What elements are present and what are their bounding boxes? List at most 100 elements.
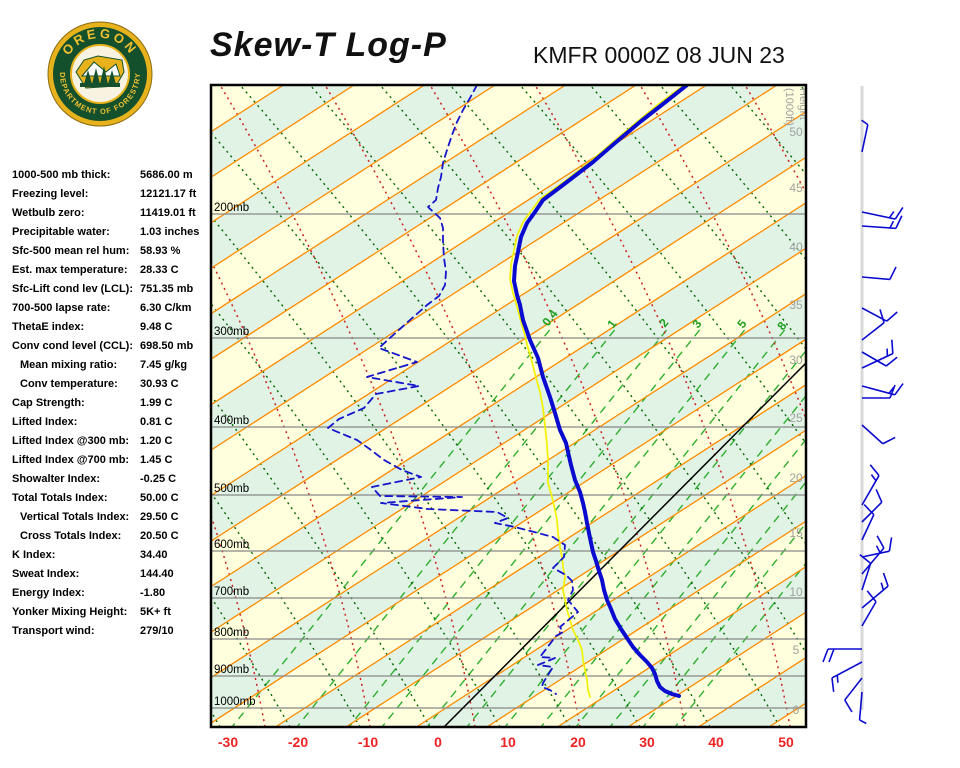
- index-label: Sfc-Lift cond lev (LCL):: [12, 283, 133, 295]
- index-value: -0.25 C: [140, 473, 177, 485]
- index-label: Energy Index:: [12, 587, 85, 599]
- isotherm-line: [211, 338, 806, 724]
- height-tick-label: 40: [789, 240, 803, 254]
- mixing-ratio-line: [575, 438, 806, 727]
- index-row: Conv cond level (CCL): 698.50 mb: [0, 337, 205, 356]
- index-label: Est. max temperature:: [12, 264, 128, 276]
- temp-tick-label: -10: [358, 734, 378, 750]
- index-value: 50.00 C: [140, 492, 179, 504]
- isotherm-line: [211, 201, 806, 588]
- index-value: 0.81 C: [140, 416, 173, 428]
- isotherm-line: [416, 474, 806, 727]
- indices-sidebar: 1000-500 mb thick: 5686.00 m Freezing le…: [0, 166, 205, 641]
- index-row: Cap Strength: 1.99 C: [0, 394, 205, 413]
- pressure-label: 800mb: [214, 627, 249, 639]
- index-label: Conv cond level (CCL):: [12, 340, 134, 352]
- wind-barb-icon: [831, 661, 863, 692]
- isotherm-line: [486, 520, 806, 727]
- trees-icon: [80, 66, 120, 87]
- mixing-ratio-line: [609, 480, 806, 727]
- index-label: Lifted Index @300 mb:: [12, 435, 130, 447]
- odf-logo: OREGON DEPARTMENT OF FORESTRY: [47, 21, 153, 127]
- height-tick-label: 50: [789, 125, 803, 139]
- index-row: K Index: 34.40: [0, 546, 205, 565]
- index-row: Wetbulb zero: 11419.01 ft: [0, 204, 205, 223]
- index-row: 700-500 lapse rate: 6.30 C/km: [0, 299, 205, 318]
- index-value: 28.33 C: [140, 264, 179, 276]
- wind-barbs: [822, 119, 904, 725]
- dry-adiabat: [955, 85, 960, 727]
- height-tick-label: 15: [789, 526, 803, 540]
- wind-barb-icon: [862, 384, 896, 399]
- index-row: Yonker Mixing Height: 5K+ ft: [0, 603, 205, 622]
- isotherm-line: [211, 85, 566, 315]
- index-label: Vertical Totals Index:: [20, 511, 130, 523]
- chart-border: [209, 83, 808, 729]
- moist-adiabat: [0, 85, 150, 727]
- isotherm-band: [211, 339, 806, 727]
- index-value: 1.03 inches: [140, 226, 200, 238]
- chart-plot-area: 0.4 1 2 3 5 8200mb300mb400mb500mb600mb700mb80…: [0, 85, 960, 727]
- dry-adiabat: [0, 85, 160, 727]
- index-value: 144.40: [140, 568, 174, 580]
- wind-barb-icon: [861, 206, 904, 220]
- isotherm-line: [275, 383, 806, 727]
- index-label: Freezing level:: [12, 188, 89, 200]
- mixing-ratio-line: [504, 349, 806, 727]
- index-label: Cross Totals Index:: [20, 530, 122, 542]
- mixing-ratio-line: [348, 329, 668, 727]
- wind-barb-icon: [861, 464, 880, 506]
- temp-tick-label: 10: [500, 734, 516, 750]
- isotherm-line: [211, 247, 806, 633]
- index-value: 5K+ ft: [140, 606, 171, 618]
- index-row: Lifted Index @300 mb: 1.20 C: [0, 432, 205, 451]
- index-label: Lifted Index @700 mb:: [12, 454, 130, 466]
- index-row: Est. max temperature: 28.33 C: [0, 261, 205, 280]
- wind-barb-icon: [861, 590, 877, 627]
- temp-tick-label: 0: [434, 734, 442, 750]
- index-label: Transport wind:: [12, 625, 95, 637]
- index-label: Sfc-500 mean rel hum:: [12, 245, 130, 257]
- wind-barb-icon: [858, 691, 867, 725]
- pressure-label: 1000mb: [214, 696, 256, 708]
- wind-barb-icon: [861, 309, 885, 341]
- height-tick-label: 35: [789, 298, 803, 312]
- index-row: Lifted Index: 0.81 C: [0, 413, 205, 432]
- pressure-label: 900mb: [214, 664, 249, 676]
- index-row: 1000-500 mb thick: 5686.00 m: [0, 166, 205, 185]
- isotherm-line: [557, 565, 806, 727]
- page-title: Skew-T Log-P: [210, 26, 447, 64]
- parcel-trace: [443, 362, 806, 727]
- height-axis-units: (1000ft): [783, 88, 795, 126]
- index-value: 1.99 C: [140, 397, 173, 409]
- index-row: Lifted Index @700 mb: 1.45 C: [0, 451, 205, 470]
- height-tick-label: 0: [793, 703, 800, 717]
- index-label: Total Totals Index:: [12, 492, 108, 504]
- wind-barb-icon: [861, 504, 875, 541]
- wind-barb-icon: [822, 648, 862, 663]
- index-label: Cap Strength:: [12, 397, 85, 409]
- index-value: 11419.01 ft: [140, 207, 196, 219]
- isotherm-band: [211, 293, 806, 724]
- index-label: Lifted Index:: [12, 416, 78, 428]
- index-row: Total Totals Index: 50.00 C: [0, 489, 205, 508]
- index-value: 29.50 C: [140, 511, 179, 523]
- index-label: 1000-500 mb thick:: [12, 169, 111, 181]
- index-value: 9.48 C: [140, 321, 173, 333]
- index-value: 30.93 C: [140, 378, 179, 390]
- wind-barb-icon: [861, 535, 885, 575]
- index-row: Sfc-Lift cond lev (LCL): 751.35 mb: [0, 280, 205, 299]
- pressure-label: 700mb: [214, 586, 249, 598]
- index-row: Freezing level: 12121.17 ft: [0, 185, 205, 204]
- height-axis-title: Height: [797, 88, 809, 120]
- moist-adiabat: [211, 710, 221, 727]
- temp-tick-label: 20: [570, 734, 586, 750]
- height-tick-label: 45: [789, 181, 803, 195]
- index-label: 700-500 lapse rate:: [12, 302, 111, 314]
- index-value: 698.50 mb: [140, 340, 194, 352]
- index-label: Sweat Index:: [12, 568, 80, 580]
- temperature-trace: [512, 85, 689, 698]
- index-label: Conv temperature:: [20, 378, 118, 390]
- index-row: Sfc-500 mean rel hum: 58.93 %: [0, 242, 205, 261]
